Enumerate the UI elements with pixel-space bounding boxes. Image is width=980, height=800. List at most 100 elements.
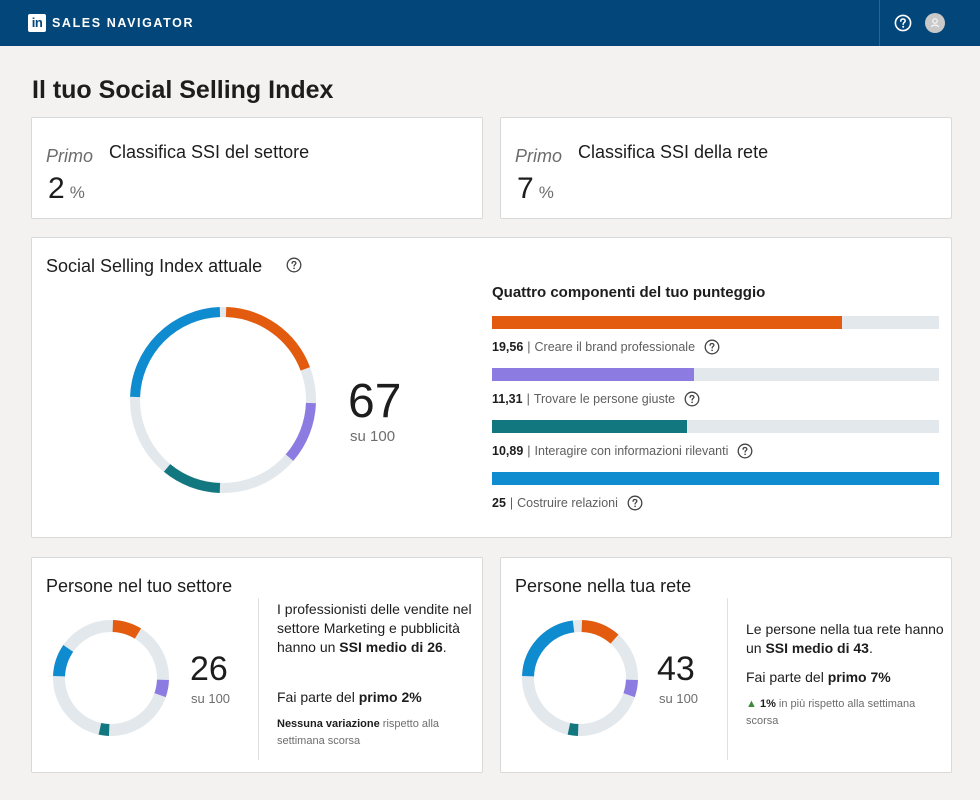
network-rank: Fai parte del primo 7%	[746, 668, 891, 687]
separator: |	[527, 444, 531, 458]
desc-text: .	[442, 639, 447, 655]
top-bar-divider	[879, 0, 880, 46]
rank-title: Classifica SSI del settore	[109, 142, 310, 162]
linkedin-logo-icon: in	[28, 14, 46, 32]
component-bar-insights	[492, 420, 939, 433]
separator: |	[527, 340, 531, 354]
donut-segment-brand	[112, 620, 142, 639]
donut-segment-insights	[567, 722, 579, 736]
network-title: Persone nella tua rete	[515, 576, 692, 596]
component-label-people: 11,31 | Trovare le persone giuste	[492, 391, 700, 407]
network-rank-card: Primo Classifica SSI della rete 7%	[500, 117, 952, 219]
component-label-brand: 19,56 | Creare il brand professionale	[492, 339, 720, 355]
rank-bold: primo 7%	[827, 669, 891, 685]
rank-bold: primo 2%	[358, 689, 422, 705]
donut-segment-insights	[163, 463, 221, 493]
component-label-relationships: 25 | Costruire relazioni	[492, 495, 643, 511]
rank-prefix: Primo	[515, 146, 563, 166]
component-name: Costruire relazioni	[517, 496, 618, 510]
components-title: Quattro componenti del tuo punteggio	[492, 284, 766, 301]
component-value: 10,89	[492, 444, 524, 458]
rank-prefix: Primo	[46, 146, 94, 166]
top-bar: in SALES NAVIGATOR	[0, 0, 980, 46]
industry-rank: Fai parte del primo 2%	[277, 688, 422, 707]
rank-title: Classifica SSI della rete	[578, 142, 769, 162]
change-text: in più rispetto alla settimana scorsa	[746, 698, 916, 727]
component-label-insights: 10,89 | Interagire con informazioni rileva…	[492, 443, 753, 459]
ssi-score-sub: su 100	[350, 428, 396, 445]
industry-score: 26	[190, 650, 228, 688]
donut-track	[53, 620, 169, 736]
component-name: Creare il brand professionale	[534, 340, 696, 354]
component-bar-fill	[492, 420, 687, 433]
component-value: 19,56	[492, 340, 524, 354]
industry-description: I professionisti delle vendite nel setto…	[277, 600, 477, 657]
rank-number: 7	[517, 172, 534, 205]
component-name: Interagire con informazioni rilevanti	[534, 444, 729, 458]
brand-name: SALES NAVIGATOR	[52, 16, 195, 30]
network-score: 43	[657, 650, 695, 688]
trend-up-icon: ▲	[746, 698, 757, 710]
network-description: Le persone nella tua rete hanno un SSI m…	[746, 620, 946, 658]
component-value: 25	[492, 496, 506, 510]
desc-text: Le persone nella tua rete hanno un	[746, 621, 944, 656]
industry-title: Persone nel tuo settore	[46, 576, 233, 596]
separator: |	[509, 496, 514, 510]
rank-number: 2	[48, 172, 65, 205]
ssi-score: 67	[348, 375, 402, 428]
info-icon[interactable]	[286, 257, 302, 273]
ssi-title: Social Selling Index attuale	[46, 256, 263, 276]
change-text: rispetto alla settimana scorsa	[277, 718, 440, 747]
donut-segment-people	[285, 402, 316, 461]
component-bar-fill	[492, 368, 695, 381]
rank-unit: %	[538, 183, 554, 202]
donut-segment-people	[623, 679, 638, 698]
change-bold: 1%	[759, 698, 776, 710]
info-icon[interactable]	[627, 495, 643, 511]
component-bar-fill	[492, 472, 939, 485]
component-bar-brand	[492, 316, 939, 329]
donut-segment-brand	[581, 620, 619, 644]
donut-segment-relationships	[522, 620, 575, 677]
component-bar-relationships	[492, 472, 939, 485]
industry-score-sub: su 100	[191, 691, 231, 706]
divider	[258, 598, 259, 760]
rank-text: Fai parte del	[277, 689, 359, 705]
donut-track	[130, 307, 316, 493]
separator: |	[526, 392, 530, 406]
industry-card: Persone nel tuo settore 26 su 100 I prof…	[31, 557, 483, 773]
change-bold: Nessuna variazione	[277, 718, 380, 730]
component-bar-people	[492, 368, 939, 381]
desc-bold: SSI medio di 26	[339, 639, 443, 655]
industry-rank-card: Primo Classifica SSI del settore 2%	[31, 117, 483, 219]
desc-text: .	[868, 640, 873, 656]
component-name: Trovare le persone giuste	[533, 392, 676, 406]
network-score-sub: su 100	[659, 691, 699, 706]
rank-unit: %	[69, 183, 85, 202]
rank-value: 2%	[48, 172, 85, 206]
donut-segment-people	[154, 679, 169, 698]
ssi-donut-chart	[130, 307, 316, 493]
industry-change: Nessuna variazione rispetto alla settima…	[277, 716, 477, 750]
divider	[727, 598, 728, 760]
desc-bold: SSI medio di 43	[765, 640, 869, 656]
rank-value: 7%	[517, 172, 554, 206]
ssi-card: Social Selling Index attuale 67 su 100 Q…	[31, 237, 952, 538]
donut-segment-relationships	[130, 307, 221, 398]
donut-segment-insights	[98, 722, 110, 736]
donut-segment-relationships	[53, 644, 74, 677]
info-icon[interactable]	[704, 339, 720, 355]
info-icon[interactable]	[737, 443, 753, 459]
donut-track	[522, 620, 638, 736]
component-value: 11,31	[492, 392, 523, 406]
page-title: Il tuo Social Selling Index	[32, 76, 334, 104]
desc-text: I professionisti delle vendite nel setto…	[277, 601, 472, 655]
help-icon[interactable]	[894, 14, 912, 32]
user-avatar[interactable]	[925, 13, 945, 33]
info-icon[interactable]	[684, 391, 700, 407]
industry-donut-chart	[53, 620, 169, 736]
person-icon	[931, 18, 939, 28]
network-change: ▲ 1% in più rispetto alla settimana scor…	[746, 696, 946, 730]
network-donut-chart	[522, 620, 638, 736]
brand-logo[interactable]: in SALES NAVIGATOR	[28, 14, 194, 32]
